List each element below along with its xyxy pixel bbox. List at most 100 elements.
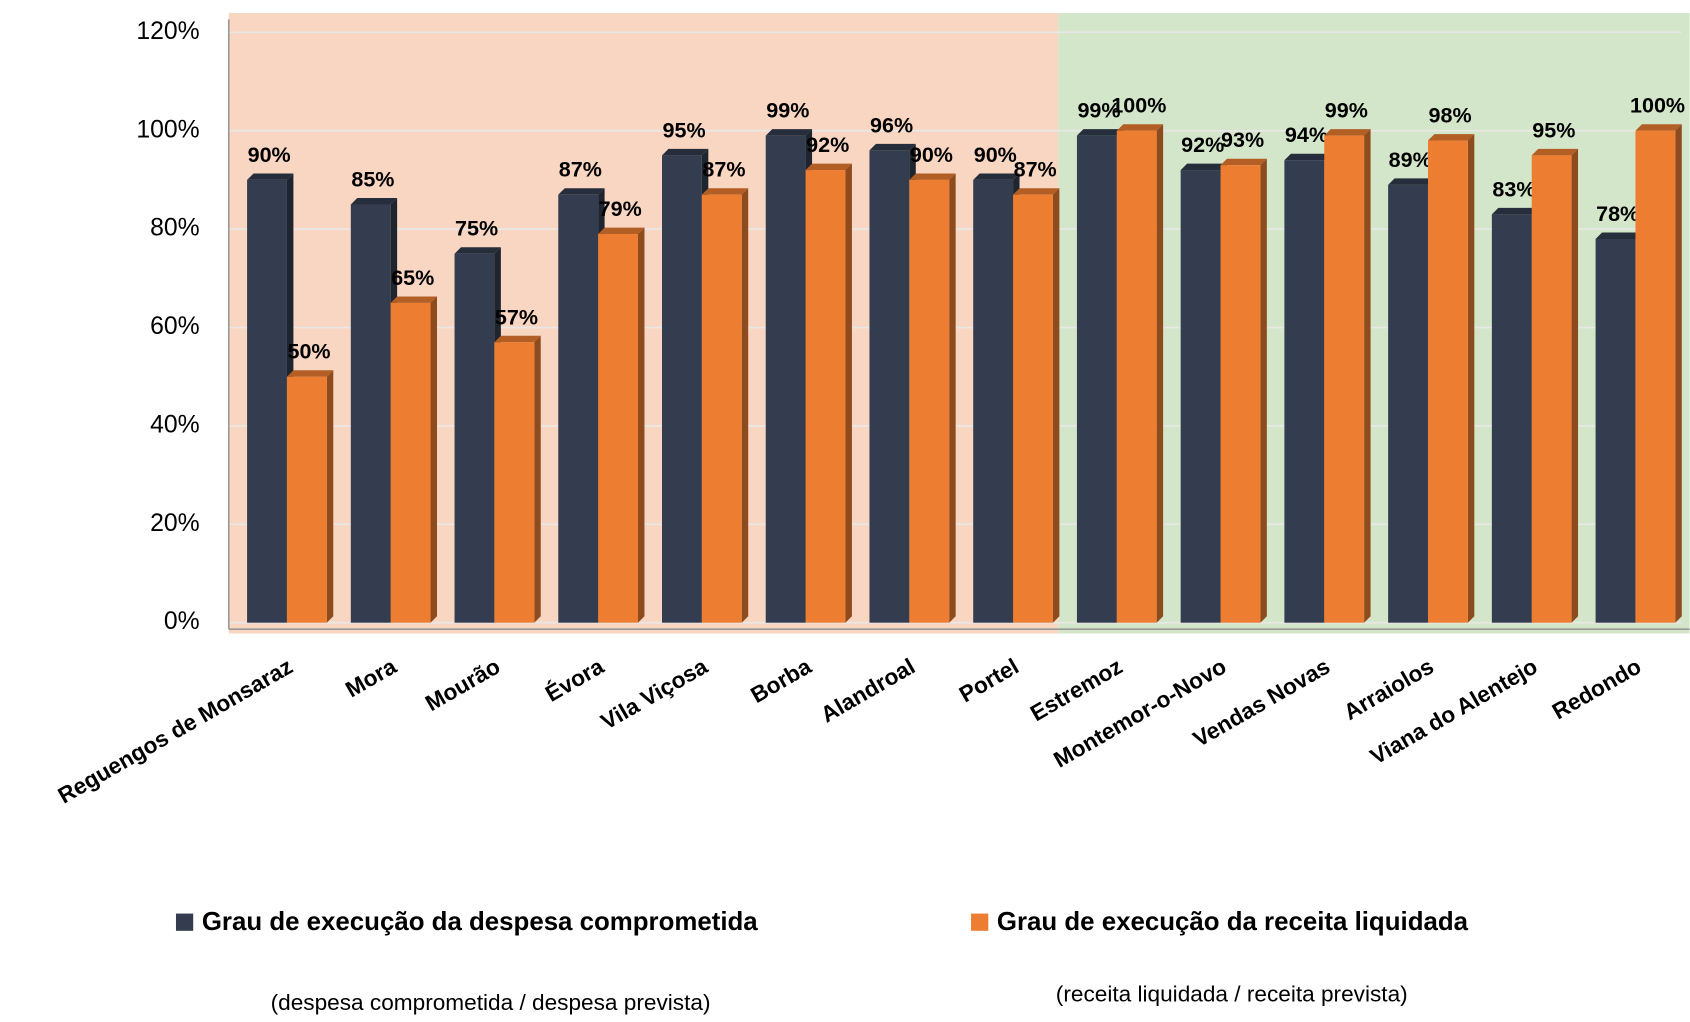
bar (1076, 135, 1117, 623)
bar (701, 194, 742, 623)
value-label: 98% (1429, 104, 1472, 128)
x-tick-label: Borba (746, 653, 815, 708)
value-label: 90% (248, 143, 291, 167)
bar-side (1675, 124, 1682, 623)
legend-label: Grau de execução da despesa comprometida (202, 908, 758, 936)
bar-top (247, 173, 294, 180)
y-tick-label: 0% (164, 608, 200, 635)
bar (1531, 155, 1572, 623)
bar (1635, 130, 1676, 623)
bar (1427, 140, 1468, 623)
x-tick-label: Redondo (1548, 654, 1645, 725)
bar (662, 155, 702, 623)
bar (1324, 135, 1365, 623)
legend-swatch (971, 913, 989, 931)
bar-top (1427, 134, 1475, 141)
value-label: 89% (1389, 148, 1432, 172)
bar-top (1491, 207, 1539, 215)
bar (1220, 165, 1261, 623)
bar (1013, 194, 1053, 623)
value-label: 85% (351, 167, 394, 191)
x-tick-label: Mourão (421, 654, 504, 716)
bar (390, 302, 431, 623)
x-tick-label: Viana do Alentejo (1366, 654, 1542, 770)
bar-top (390, 296, 437, 303)
bar-side (949, 173, 956, 623)
bar-side (1467, 134, 1475, 623)
bar (1284, 160, 1325, 623)
x-tick-label: Portel (955, 654, 1023, 708)
bar-side (845, 163, 852, 623)
bar (350, 204, 391, 623)
bar-top (1180, 163, 1227, 171)
value-label: 94% (1285, 123, 1328, 147)
bar (765, 135, 806, 623)
bar-top (1388, 178, 1435, 185)
bar-top (662, 148, 709, 156)
bar-side (741, 188, 749, 623)
bar-top (558, 188, 605, 195)
bar-side (637, 227, 645, 623)
bar-top (454, 247, 501, 254)
bar (247, 179, 287, 623)
value-label: 95% (663, 118, 706, 142)
bar (454, 253, 495, 623)
y-tick-label: 80% (150, 215, 200, 242)
value-label: 50% (287, 340, 330, 364)
bar (1595, 238, 1636, 623)
bar-top (1635, 124, 1682, 131)
bar (805, 170, 846, 623)
y-tick-label: 40% (150, 411, 200, 438)
value-label: 96% (870, 113, 913, 137)
bar-top (598, 227, 645, 235)
value-label: 87% (559, 158, 602, 182)
legend-label: Grau de execução da receita liquidada (997, 908, 1469, 936)
bar-top (805, 163, 852, 171)
bar-top (1595, 232, 1642, 239)
group-background (1058, 12, 1690, 634)
value-label: 92% (1181, 133, 1224, 157)
bar (1180, 170, 1221, 623)
bar-side (1156, 124, 1164, 623)
bar (973, 179, 1014, 623)
bar-top (350, 198, 398, 205)
x-tick-label: Montemor-o-Novo (1049, 654, 1230, 773)
bar (286, 376, 327, 623)
annotation: (despesa comprometida / despesa prevista… (271, 990, 711, 1015)
bar-top (1013, 188, 1060, 195)
x-tick-label: Reguengos de Monsaraz (54, 654, 297, 809)
value-label: 99% (1325, 99, 1368, 123)
value-label: 79% (599, 197, 642, 221)
value-label: 57% (495, 305, 538, 329)
bar (558, 194, 599, 623)
bar-top (1116, 124, 1164, 131)
annotation: (receita liquidada / receita prevista) (1056, 981, 1408, 1006)
value-label: 65% (391, 266, 434, 290)
x-tick-label: Mora (341, 653, 401, 702)
value-label: 92% (806, 133, 849, 157)
value-label: 100% (1630, 94, 1685, 118)
x-tick-label: Vila Viçosa (597, 653, 713, 734)
legend-swatch (175, 913, 194, 931)
bar-side (1364, 129, 1371, 623)
value-label: 75% (455, 217, 498, 241)
value-label: 100% (1111, 94, 1166, 118)
y-tick-label: 120% (136, 18, 199, 45)
bar (909, 179, 950, 623)
bar-top (765, 129, 813, 136)
bar-side (1260, 158, 1267, 623)
value-label: 99% (766, 99, 809, 123)
bar-side (326, 370, 334, 623)
value-label: 95% (1532, 118, 1575, 142)
x-tick-label: Alandroal (816, 654, 919, 728)
x-tick-label: Évora (541, 653, 608, 706)
bar-top (973, 173, 1020, 180)
value-label: 78% (1596, 202, 1639, 226)
bar (598, 234, 638, 623)
bar (494, 342, 535, 623)
bar (1116, 130, 1157, 623)
y-tick-label: 60% (150, 313, 200, 340)
bar (1491, 214, 1532, 623)
bar-top (1220, 158, 1267, 166)
